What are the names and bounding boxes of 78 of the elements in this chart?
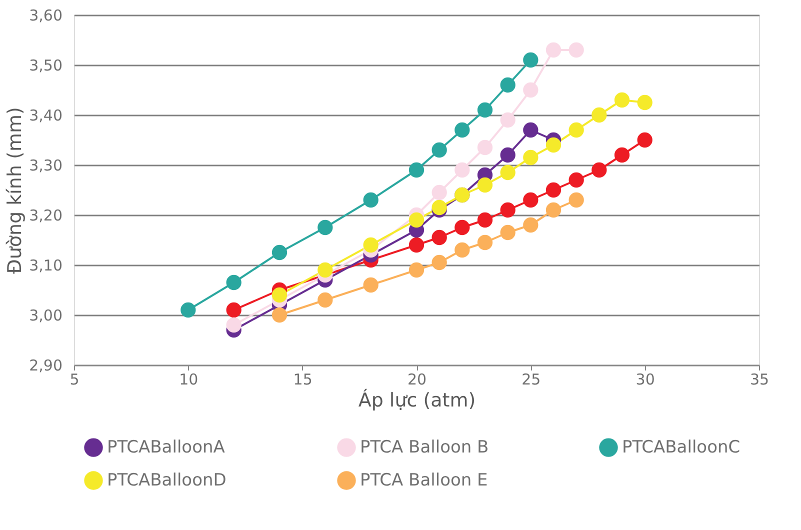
y-tick-label: 3,30 <box>29 156 62 174</box>
point <box>546 202 562 218</box>
y-tick-label: 3,60 <box>29 6 62 24</box>
point <box>568 172 584 188</box>
point <box>500 77 516 93</box>
x-tick-label: 30 <box>636 370 655 388</box>
point <box>500 112 516 128</box>
y-tick-label: 3,50 <box>29 56 62 74</box>
point <box>523 52 538 68</box>
legend-label: PTCABalloonA <box>107 438 226 458</box>
point <box>637 132 652 148</box>
x-axis-title: Áp lực (atm) <box>358 388 476 412</box>
point <box>523 82 538 98</box>
point <box>408 212 424 228</box>
point <box>592 107 607 123</box>
point <box>226 317 242 333</box>
point <box>523 150 538 166</box>
x-tick-label: 5 <box>70 370 80 388</box>
point <box>363 277 378 293</box>
point <box>363 192 378 208</box>
point <box>477 177 493 193</box>
point <box>546 42 562 58</box>
y-tick-label: 3,10 <box>29 256 62 274</box>
y-tick-label: 3,00 <box>29 306 62 324</box>
y-tick-label: 3,20 <box>29 206 62 224</box>
point <box>454 242 470 258</box>
point <box>432 142 447 158</box>
y-tick-label: 2,90 <box>29 356 62 374</box>
point <box>408 162 424 178</box>
point <box>568 192 584 208</box>
point <box>523 122 538 138</box>
point <box>318 262 333 278</box>
point <box>272 307 288 323</box>
point <box>546 137 562 153</box>
point <box>408 237 424 253</box>
legend-label: PTCA Balloon E <box>360 470 488 490</box>
point <box>454 122 470 138</box>
point <box>454 162 470 178</box>
legend-label: PTCABalloonC <box>622 438 740 458</box>
point <box>363 237 378 253</box>
point <box>477 234 493 250</box>
point <box>226 302 242 318</box>
point <box>432 230 447 246</box>
x-tick-label: 15 <box>293 370 312 388</box>
legend-label: PTCABalloonD <box>107 470 226 490</box>
point <box>614 92 630 108</box>
point <box>272 287 288 303</box>
x-tick-label: 35 <box>750 370 770 388</box>
point <box>592 162 607 178</box>
point <box>226 274 242 290</box>
point <box>637 94 652 110</box>
x-tick-label: 25 <box>522 370 541 388</box>
point <box>477 140 493 156</box>
legend-label: PTCA Balloon B <box>360 438 489 458</box>
point <box>408 262 424 278</box>
point <box>477 212 493 228</box>
point <box>180 302 196 318</box>
y-axis-title: Đường kính (mm) <box>4 107 26 274</box>
point <box>500 147 516 163</box>
x-tick-label: 10 <box>179 370 198 388</box>
point <box>500 224 516 240</box>
point <box>568 122 584 138</box>
point <box>272 244 288 260</box>
point <box>614 147 630 163</box>
point <box>318 292 333 308</box>
point <box>432 254 447 270</box>
point <box>546 182 562 198</box>
point <box>432 184 447 200</box>
point <box>523 192 538 208</box>
point <box>500 202 516 218</box>
x-tick-label: 20 <box>407 370 427 388</box>
point <box>454 220 470 236</box>
y-tick-label: 3,40 <box>29 106 62 124</box>
point <box>318 220 333 236</box>
point <box>477 102 493 118</box>
point <box>500 164 516 180</box>
point <box>523 217 538 233</box>
point <box>568 42 584 58</box>
